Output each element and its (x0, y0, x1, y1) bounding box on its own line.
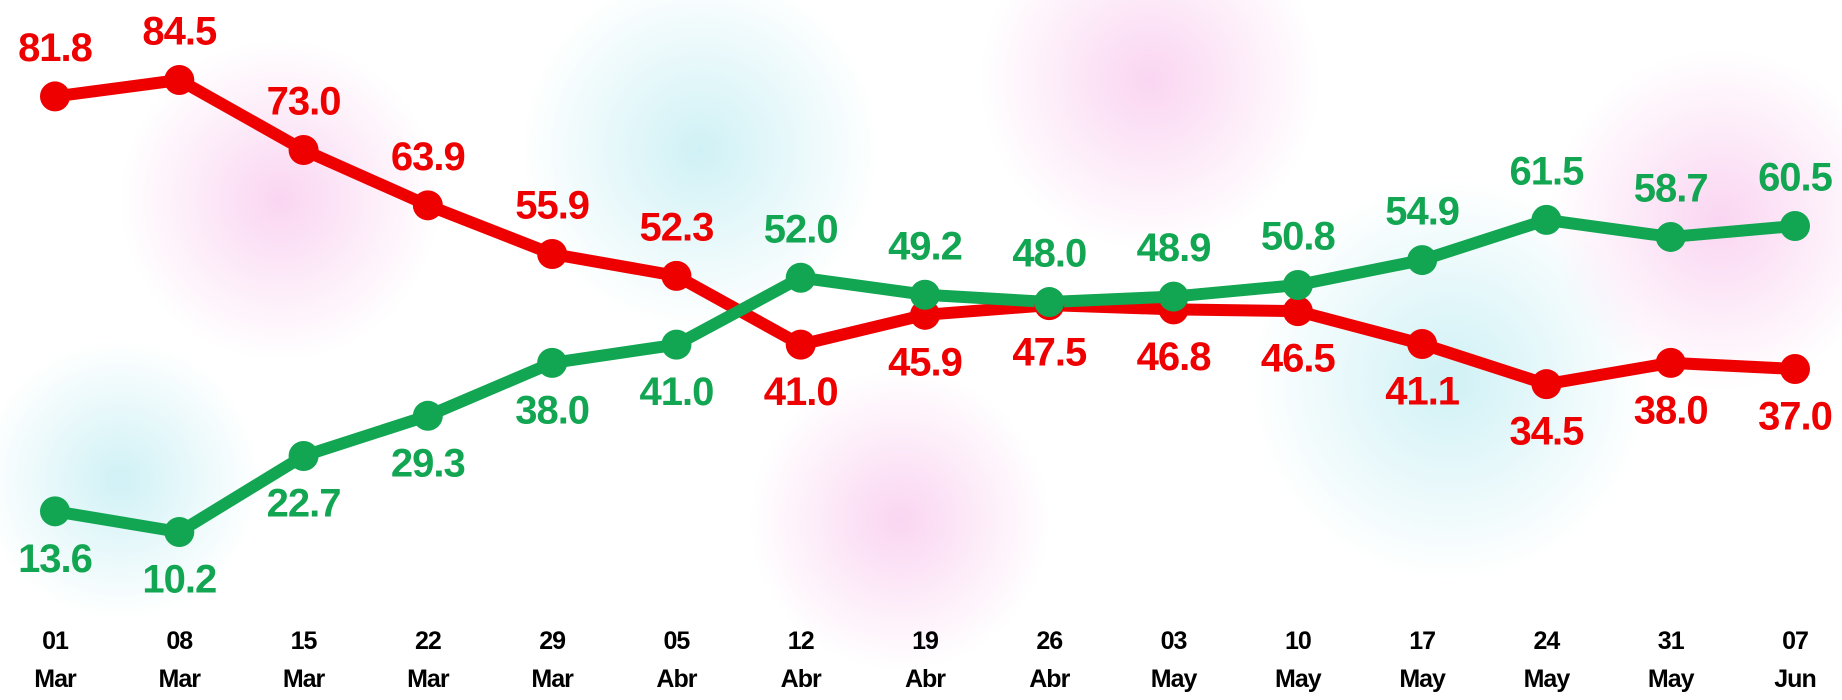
data-point (1656, 348, 1686, 378)
data-label: 41.0 (639, 370, 713, 414)
data-point (661, 330, 691, 360)
data-label: 52.0 (764, 207, 838, 251)
data-point (537, 239, 567, 269)
data-point (910, 280, 940, 310)
data-label: 60.5 (1758, 156, 1833, 200)
data-label: 52.3 (639, 205, 713, 249)
data-point (1656, 222, 1686, 252)
data-label: 50.8 (1261, 215, 1336, 259)
data-label: 55.9 (515, 184, 589, 228)
data-label: 48.9 (1137, 226, 1211, 270)
data-label: 54.9 (1385, 190, 1459, 234)
data-label: 38.0 (1634, 388, 1708, 432)
data-point (1407, 329, 1437, 359)
data-point (40, 496, 70, 526)
data-label: 29.3 (391, 441, 465, 485)
data-label: 73.0 (267, 80, 341, 124)
data-point (413, 190, 443, 220)
page: {"chart_data": {"type": "line", "categor… (0, 0, 1842, 700)
data-point (1283, 270, 1313, 300)
data-label: 46.5 (1261, 337, 1336, 381)
data-label: 63.9 (391, 135, 465, 179)
data-label: 61.5 (1509, 149, 1584, 193)
data-label: 48.0 (1012, 232, 1086, 276)
data-point (786, 263, 816, 293)
data-label: 34.5 (1509, 410, 1584, 454)
data-point (661, 261, 691, 291)
data-point (1159, 282, 1189, 312)
data-point (1283, 296, 1313, 326)
data-label: 10.2 (142, 558, 216, 602)
data-label: 46.8 (1137, 335, 1212, 379)
data-label: 58.7 (1634, 167, 1708, 211)
data-point (289, 135, 319, 165)
data-point (164, 65, 194, 95)
data-label: 81.8 (18, 26, 93, 70)
data-label: 49.2 (888, 224, 962, 268)
data-point (1780, 354, 1810, 384)
data-point (786, 330, 816, 360)
data-point (1034, 287, 1064, 317)
data-label: 13.6 (18, 537, 92, 581)
data-point (40, 81, 70, 111)
data-point (413, 401, 443, 431)
data-point (537, 348, 567, 378)
data-point (289, 441, 319, 471)
data-point (1407, 245, 1437, 275)
data-point (1531, 205, 1561, 235)
data-label: 22.7 (267, 482, 341, 526)
data-label: 37.0 (1758, 395, 1832, 439)
data-point (1531, 369, 1561, 399)
data-label: 47.5 (1012, 331, 1087, 375)
chart: 01Mar08Mar15Mar22Mar29Mar05Abr12Abr19Abr… (0, 0, 1842, 700)
data-label: 41.0 (764, 370, 838, 414)
data-label: 84.5 (142, 10, 217, 54)
data-label: 38.0 (515, 388, 589, 432)
data-label: 41.1 (1385, 370, 1460, 414)
data-point (164, 517, 194, 547)
data-point (1780, 211, 1810, 241)
data-label: 45.9 (888, 340, 962, 384)
